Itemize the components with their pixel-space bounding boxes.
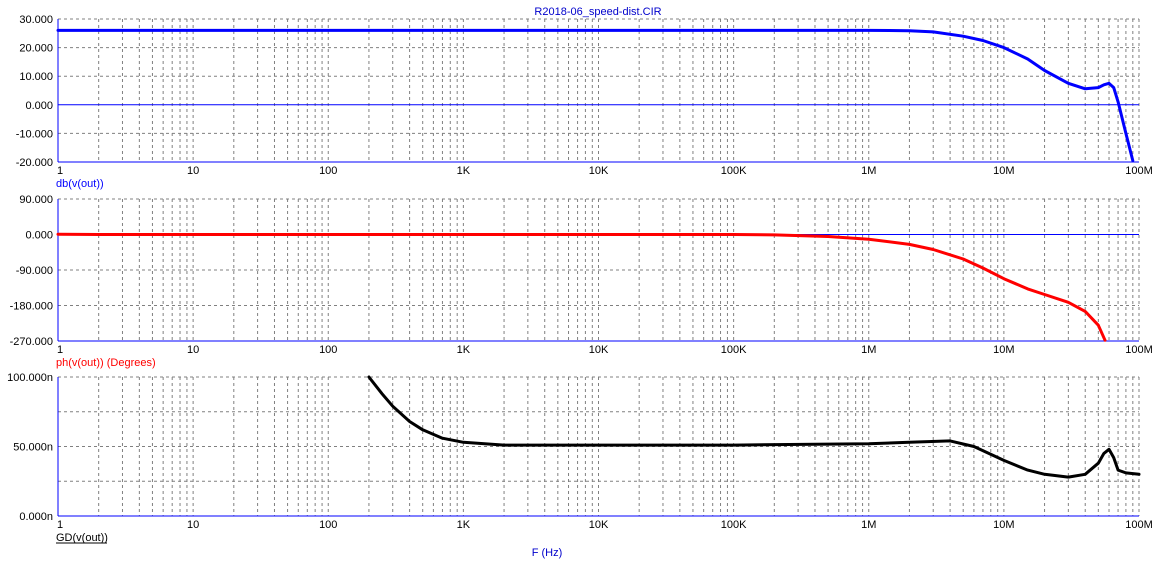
magnitude-curve — [56, 28, 1135, 163]
x-tick-label: 10K — [589, 519, 609, 531]
y-tick-label: 10.000 — [19, 71, 53, 83]
x-tick-label: 1M — [861, 165, 876, 177]
x-tick-label: 1K — [457, 344, 471, 356]
x-tick-label: 100 — [319, 165, 337, 177]
x-tick-label: 10M — [993, 165, 1014, 177]
y-tick-label: 100.000n — [7, 372, 53, 384]
x-tick-label: 1 — [57, 519, 63, 531]
x-tick-label: 1 — [57, 165, 63, 177]
x-tick-label: 100M — [1125, 165, 1153, 177]
x-tick-label: 100M — [1125, 519, 1153, 531]
group-delay-curve — [367, 375, 1141, 479]
phase-curve — [56, 232, 1107, 342]
x-tick-label: 10 — [187, 519, 199, 531]
y-tick-label: -20.000 — [16, 157, 53, 169]
x-tick-label: 10K — [589, 165, 609, 177]
x-tick-label: 1M — [861, 519, 876, 531]
series-label: ph(v(out)) (Degrees) — [56, 357, 156, 369]
chart-panel-3: 100.000n 50.000n 0.000n 1 10 100 1K 10K 100K 1M 10… — [7, 372, 1153, 544]
x-tick-label: 10K — [589, 344, 609, 356]
x-tick-label: 10 — [187, 165, 199, 177]
y-tick-label: 20.000 — [19, 43, 53, 55]
y-tick-label: 0.000n — [19, 511, 53, 523]
y-tick-label: 90.000 — [19, 194, 53, 206]
x-tick-label: 10M — [993, 519, 1014, 531]
x-axis-label: F (Hz) — [532, 547, 563, 559]
x-tick-label: 100K — [721, 344, 747, 356]
chart-panel-2: 90.000 0.000 -90.000 -180.000 -270.000 1 10 100… — [10, 194, 1153, 369]
y-tick-label: 50.000n — [13, 442, 53, 454]
y-tick-label: -270.000 — [10, 336, 53, 348]
y-tick-label: 30.000 — [19, 14, 53, 26]
y-tick-label: -90.000 — [16, 265, 53, 277]
x-tick-label: 100M — [1125, 344, 1153, 356]
x-tick-label: 10M — [993, 344, 1014, 356]
x-tick-label: 1K — [457, 165, 471, 177]
y-tick-label: 0.000 — [25, 100, 53, 112]
x-tick-label: 1M — [861, 344, 876, 356]
x-tick-label: 100K — [721, 165, 747, 177]
y-tick-label: 0.000 — [25, 230, 53, 242]
chart-title: R2018-06_speed-dist.CIR — [534, 6, 661, 18]
series-label: db(v(out)) — [56, 178, 104, 190]
y-tick-label: -10.000 — [16, 128, 53, 140]
x-tick-label: 1K — [457, 519, 471, 531]
x-tick-label: 100K — [721, 519, 747, 531]
series-label: GD(v(out)) — [56, 532, 108, 544]
chart-panel-1: 30.000 20.000 10.000 0.000 -10.000 -20.000 1 10… — [16, 14, 1153, 190]
x-tick-label: 100 — [319, 344, 337, 356]
x-tick-label: 10 — [187, 344, 199, 356]
x-tick-label: 1 — [57, 344, 63, 356]
x-tick-label: 100 — [319, 519, 337, 531]
y-tick-label: -180.000 — [10, 301, 53, 313]
